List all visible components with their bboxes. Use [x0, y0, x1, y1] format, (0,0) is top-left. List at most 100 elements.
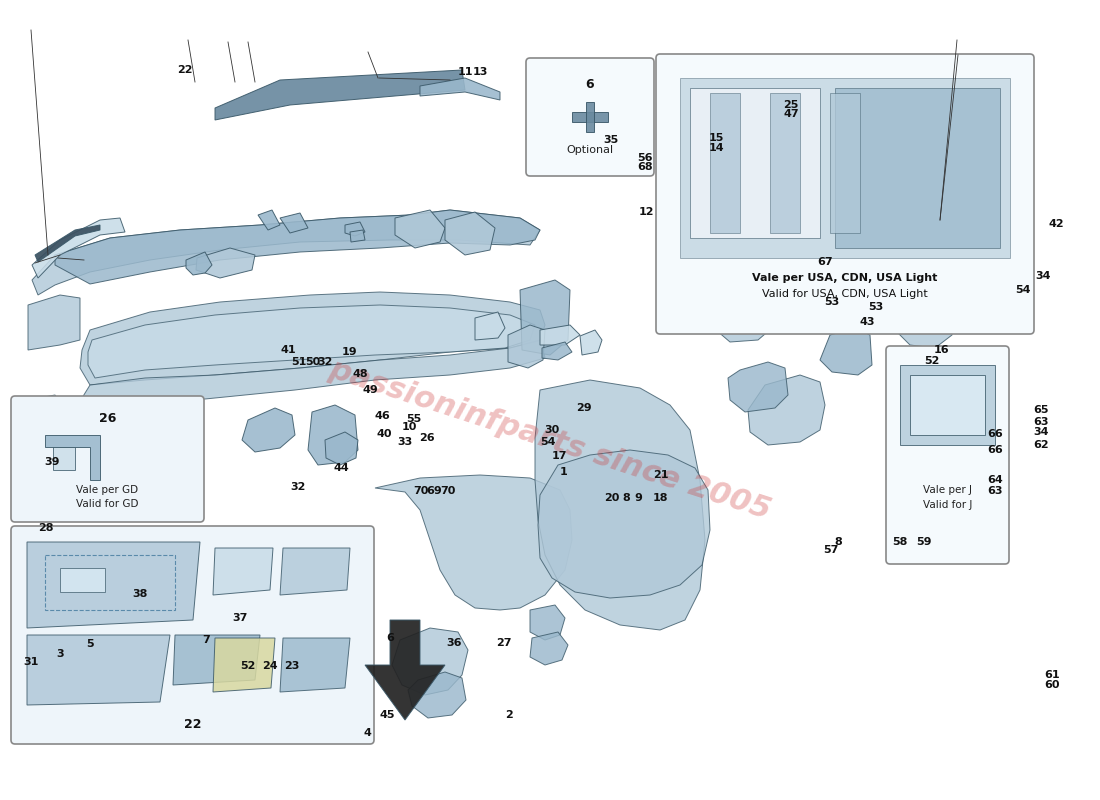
Text: 49: 49 — [363, 386, 378, 395]
Polygon shape — [475, 312, 505, 340]
Polygon shape — [580, 330, 602, 355]
Text: 66: 66 — [988, 429, 1003, 438]
Text: 56: 56 — [637, 153, 652, 162]
Text: Valid for USA, CDN, USA Light: Valid for USA, CDN, USA Light — [762, 289, 928, 299]
Polygon shape — [508, 325, 544, 368]
Text: 58: 58 — [892, 538, 907, 547]
Text: 46: 46 — [375, 411, 390, 421]
Text: 34: 34 — [1033, 427, 1048, 437]
Text: 63: 63 — [1033, 417, 1048, 426]
Polygon shape — [835, 88, 1000, 248]
Text: 40: 40 — [376, 430, 392, 439]
Polygon shape — [520, 280, 570, 355]
Text: 34: 34 — [1035, 271, 1050, 281]
Text: 57: 57 — [823, 545, 838, 554]
Text: 22: 22 — [177, 66, 192, 75]
Polygon shape — [892, 215, 960, 348]
Polygon shape — [213, 548, 273, 595]
Text: 53: 53 — [868, 302, 883, 312]
Text: Valid for GD: Valid for GD — [76, 499, 139, 509]
Polygon shape — [728, 362, 788, 412]
Text: 16: 16 — [934, 345, 949, 354]
Polygon shape — [770, 93, 800, 233]
Text: 21: 21 — [653, 470, 669, 480]
Text: 11: 11 — [458, 67, 473, 77]
Text: 68: 68 — [637, 162, 652, 172]
Text: 30: 30 — [544, 425, 560, 434]
Polygon shape — [45, 435, 100, 480]
Polygon shape — [80, 292, 544, 385]
Text: 18: 18 — [652, 493, 668, 502]
Polygon shape — [408, 672, 466, 718]
Text: 4: 4 — [363, 728, 372, 738]
Text: 32: 32 — [290, 482, 306, 492]
Text: 52: 52 — [240, 662, 255, 671]
Text: 66: 66 — [988, 445, 1003, 454]
Text: 3: 3 — [57, 649, 64, 658]
Polygon shape — [32, 210, 540, 295]
Polygon shape — [540, 325, 580, 345]
Text: 44: 44 — [333, 463, 349, 473]
Text: 6: 6 — [386, 634, 395, 643]
Polygon shape — [542, 342, 572, 360]
Text: Vale per GD: Vale per GD — [76, 485, 139, 495]
Polygon shape — [280, 638, 350, 692]
Polygon shape — [350, 230, 365, 242]
Text: 8: 8 — [834, 538, 843, 547]
Text: 27: 27 — [496, 638, 512, 648]
Text: 28: 28 — [39, 523, 54, 533]
Polygon shape — [365, 620, 446, 720]
Text: 33: 33 — [397, 438, 412, 447]
Text: 29: 29 — [576, 403, 592, 413]
Text: 2: 2 — [505, 710, 514, 720]
Polygon shape — [60, 568, 104, 592]
Bar — [45, 555, 175, 610]
Text: 42: 42 — [1048, 219, 1064, 229]
Text: 50: 50 — [305, 358, 320, 367]
Polygon shape — [280, 213, 308, 233]
Text: 26: 26 — [99, 411, 117, 425]
Polygon shape — [680, 78, 1010, 258]
Polygon shape — [748, 375, 825, 445]
Polygon shape — [196, 248, 255, 278]
Text: 9: 9 — [634, 493, 642, 502]
Text: 51: 51 — [292, 358, 307, 367]
Polygon shape — [242, 408, 295, 452]
Text: 20: 20 — [604, 493, 619, 502]
Polygon shape — [35, 225, 100, 262]
Text: 32: 32 — [317, 358, 332, 367]
FancyBboxPatch shape — [886, 346, 1009, 564]
Polygon shape — [535, 380, 705, 630]
Text: 24: 24 — [262, 662, 277, 671]
Text: 70: 70 — [440, 486, 455, 496]
Text: 43: 43 — [859, 318, 874, 327]
Polygon shape — [820, 328, 872, 375]
Text: 63: 63 — [988, 486, 1003, 496]
Polygon shape — [830, 93, 860, 233]
FancyBboxPatch shape — [11, 396, 204, 522]
Polygon shape — [420, 78, 500, 100]
Text: 17: 17 — [552, 451, 568, 461]
Polygon shape — [586, 102, 594, 132]
Text: 35: 35 — [603, 135, 618, 145]
Text: 41: 41 — [280, 345, 296, 354]
Text: 54: 54 — [540, 438, 556, 447]
Text: 54: 54 — [1015, 286, 1031, 295]
Polygon shape — [53, 447, 75, 470]
Polygon shape — [395, 210, 446, 248]
Text: 26: 26 — [419, 434, 435, 443]
Text: 5: 5 — [87, 639, 94, 649]
Polygon shape — [28, 395, 62, 438]
Text: 48: 48 — [353, 369, 369, 378]
Polygon shape — [173, 635, 260, 685]
Polygon shape — [910, 375, 984, 435]
Polygon shape — [28, 295, 80, 350]
Polygon shape — [324, 432, 358, 465]
Text: 14: 14 — [708, 143, 724, 153]
Text: 39: 39 — [44, 457, 59, 466]
Polygon shape — [345, 222, 365, 236]
Polygon shape — [280, 548, 350, 595]
Text: 70: 70 — [414, 486, 429, 496]
Polygon shape — [530, 605, 565, 640]
Text: 8: 8 — [621, 493, 630, 502]
